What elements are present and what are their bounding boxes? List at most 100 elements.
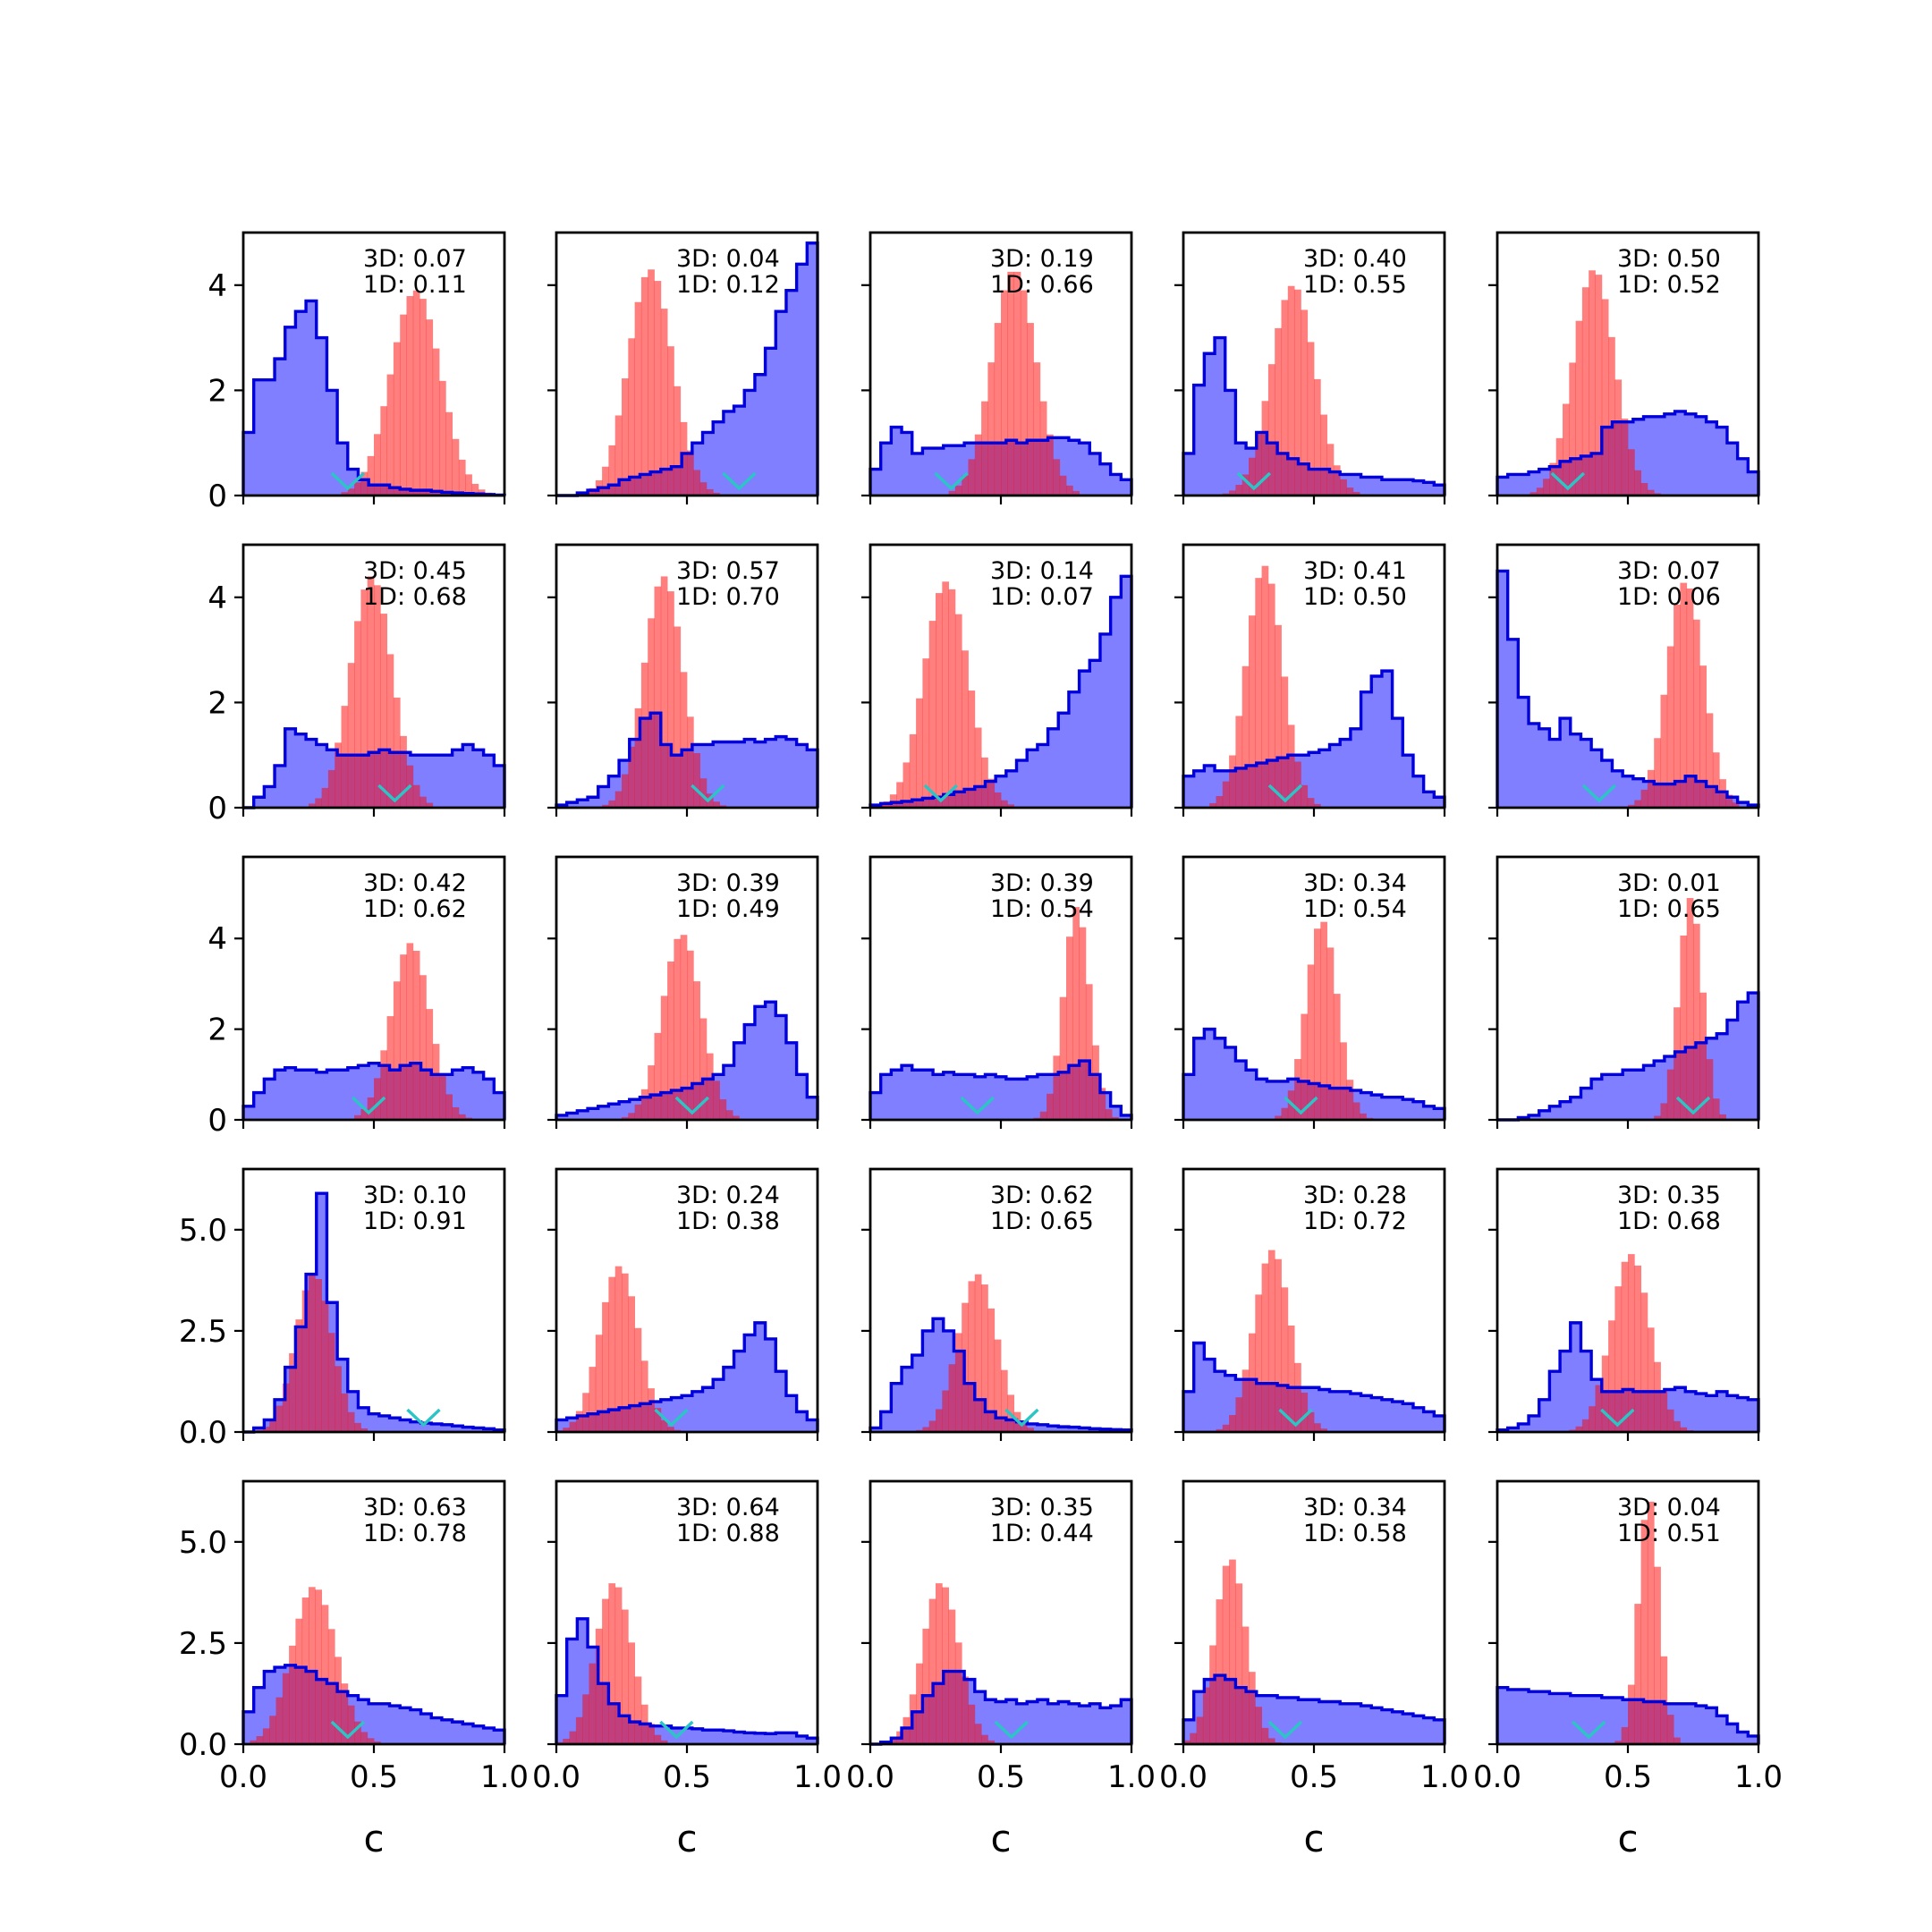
marker-icon (654, 1408, 689, 1428)
x-tick-label: 1.0 (1420, 1759, 1469, 1795)
blue-histogram-fill (1497, 571, 1758, 808)
red-histogram-bar (315, 798, 322, 808)
red-histogram-bar (360, 1732, 369, 1744)
red-histogram-bar (660, 996, 668, 1120)
red-histogram-bar (360, 471, 369, 496)
red-histogram-bar (602, 804, 609, 808)
red-histogram-bar (386, 374, 394, 496)
red-histogram-bar (602, 1301, 609, 1432)
red-histogram-bar (1092, 1045, 1099, 1120)
red-histogram-bar (1725, 794, 1733, 808)
annotation-3d: 3D: 0.35 (1617, 1182, 1721, 1209)
red-histogram-bar (1275, 1115, 1282, 1120)
red-histogram-bar (262, 1728, 270, 1744)
red-histogram-bar (1229, 755, 1236, 808)
annotation-1d: 1D: 0.11 (363, 271, 467, 299)
annotation-3d: 3D: 0.07 (1617, 557, 1721, 585)
marker-icon (1581, 784, 1617, 803)
red-histogram-bar (1020, 290, 1028, 496)
y-tick-label: 2 (208, 685, 227, 721)
red-histogram-bar (614, 1587, 623, 1744)
red-histogram-bar (916, 1663, 923, 1744)
red-histogram-bar (1281, 1287, 1289, 1432)
marker-icon (1278, 1408, 1313, 1428)
blue-histogram-fill (243, 301, 504, 496)
red-histogram-bar (1346, 487, 1354, 496)
red-histogram-bar (1320, 414, 1327, 496)
x-tick-label: 0.5 (663, 1759, 711, 1795)
red-histogram-bar (1660, 1103, 1668, 1120)
red-histogram-bar (1287, 724, 1295, 808)
red-histogram-bar (936, 593, 943, 808)
red-histogram-bar (916, 698, 923, 808)
red-histogram-bar (295, 1319, 303, 1432)
red-histogram-bar (1719, 779, 1726, 808)
red-histogram-bar (1654, 738, 1661, 808)
red-histogram-bar (1634, 470, 1641, 496)
red-histogram-bar (987, 362, 996, 496)
blue-histogram-outline (869, 1059, 1133, 1120)
red-histogram-bar (309, 1275, 316, 1432)
x-axis-label: c (363, 1817, 384, 1860)
annotation-3d: 3D: 0.24 (676, 1182, 780, 1209)
red-histogram-bar (1674, 1737, 1681, 1744)
marker-icon (1675, 1096, 1711, 1115)
red-histogram-bar (250, 1740, 257, 1744)
annotation-3d: 3D: 0.34 (1303, 1494, 1407, 1521)
red-histogram-bar (1267, 1738, 1275, 1744)
red-histogram-bar (275, 1405, 284, 1432)
red-histogram-bar (301, 1290, 309, 1432)
x-tick-label: 1.0 (793, 1759, 842, 1795)
blue-histogram-fill (870, 576, 1131, 808)
annotation-1d: 1D: 0.54 (1303, 895, 1407, 923)
red-histogram-bar (1255, 578, 1262, 808)
marker-icon (330, 1720, 365, 1740)
red-histogram-bar (1333, 465, 1341, 496)
red-histogram-bar (667, 1427, 674, 1432)
red-histogram-bar (693, 753, 700, 808)
blue-histogram-outline (555, 711, 819, 808)
red-histogram-bar (1634, 800, 1641, 808)
annotation-3d: 3D: 0.28 (1303, 1182, 1407, 1209)
red-histogram-bar (1647, 489, 1655, 496)
blue-histogram-fill (1497, 1322, 1758, 1432)
red-histogram-bar (1601, 299, 1609, 496)
red-histogram-bar (412, 951, 420, 1120)
red-histogram-bar (660, 1740, 668, 1744)
red-histogram-bar (602, 1598, 609, 1744)
red-histogram-bar (289, 1352, 296, 1432)
red-histogram-bar (419, 975, 427, 1120)
red-histogram-bar (327, 769, 335, 808)
red-histogram-bar (452, 438, 460, 496)
red-histogram-bar (1601, 1355, 1609, 1432)
red-histogram-bar (608, 1583, 616, 1744)
annotation-1d: 1D: 0.66 (990, 271, 1094, 299)
red-histogram-bar (634, 1104, 642, 1120)
red-histogram-bar (367, 576, 375, 808)
red-histogram-bar (452, 1106, 460, 1120)
red-histogram-bar (1255, 1707, 1262, 1744)
red-histogram-bar (1699, 992, 1707, 1120)
red-histogram-bar (614, 791, 623, 808)
red-histogram-bar (412, 290, 420, 496)
red-histogram-bar (1647, 769, 1655, 808)
red-histogram-bar (380, 614, 387, 808)
red-histogram-bar (889, 1738, 897, 1744)
red-histogram-bar (354, 621, 361, 808)
x-tick-label: 0.5 (977, 1759, 1025, 1795)
blue-histogram-fill (556, 1002, 818, 1120)
red-histogram-bar (1294, 1059, 1301, 1120)
red-histogram-bar (1098, 1088, 1106, 1120)
red-histogram-bar (1595, 275, 1603, 496)
annotation-1d: 1D: 0.52 (1617, 271, 1721, 299)
red-histogram-bar (1314, 378, 1321, 496)
red-histogram-bar (1674, 1007, 1681, 1120)
red-histogram-bar (634, 301, 642, 496)
red-histogram-bar (471, 483, 479, 496)
